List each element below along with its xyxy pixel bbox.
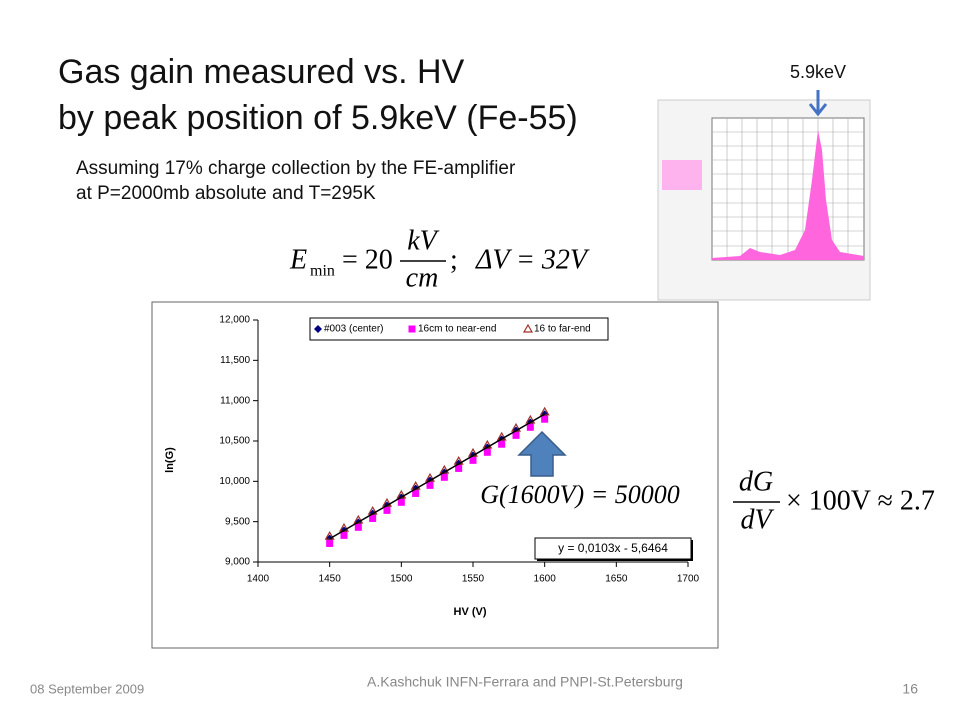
footer-date: 08 September 2009 — [30, 681, 144, 696]
arrow — [808, 90, 828, 117]
point — [469, 456, 477, 464]
legend-label: #003 (center) — [324, 324, 383, 335]
point — [483, 448, 491, 456]
x-tick-label: 1700 — [677, 574, 700, 585]
point — [541, 415, 549, 423]
y-tick-label: 12,000 — [219, 315, 250, 326]
point — [426, 481, 434, 489]
scope-label: 5.9keV — [790, 62, 846, 82]
trendline-label: y = 0,0103x - 5,6464 — [558, 541, 668, 555]
legend-label: 16 to far-end — [534, 324, 591, 335]
footer-author: A.Kashchuk INFN-Ferrara and PNPI-St.Pete… — [367, 674, 683, 690]
y-tick-label: 10,000 — [219, 476, 250, 487]
x-axis-label: HV (V) — [454, 606, 487, 618]
formula: G(1600V) = 50000 — [480, 480, 680, 509]
title: by peak position of 5.9keV (Fe-55) — [58, 99, 578, 137]
point — [496, 431, 507, 441]
x-tick-label: 1600 — [534, 574, 557, 585]
plot: 9,000 9,500 10,000 10,500 11,000 11,500 12,000… — [219, 315, 699, 585]
formula: dG dV × 100V ≈ 2.7 — [733, 466, 935, 535]
y-tick-label: 10,500 — [219, 436, 250, 447]
point — [522, 323, 534, 333]
point — [324, 530, 335, 540]
point — [512, 431, 520, 439]
chart-frame — [151, 301, 719, 649]
scope-readout — [662, 160, 702, 190]
note: at P=2000mb absolute and T=295K — [76, 183, 376, 204]
x-tick-label: 1500 — [390, 574, 413, 585]
scope-spectrum — [712, 130, 864, 260]
formula-part: dV — [740, 504, 774, 535]
title: Gas gain measured vs. HV — [58, 53, 465, 91]
x-tick-label: 1400 — [247, 574, 270, 585]
x-tick-label: 1650 — [605, 574, 628, 585]
formula-part: = 20 — [342, 244, 393, 275]
point — [353, 514, 364, 524]
formula-part: min — [310, 263, 335, 280]
x-tick-label: 1550 — [462, 574, 485, 585]
legend — [309, 317, 609, 341]
y-tick-label: 9,500 — [225, 516, 250, 527]
point — [412, 489, 420, 497]
point — [539, 406, 550, 416]
page-number: 16 — [902, 681, 918, 697]
point — [397, 498, 405, 506]
trendline — [329, 413, 546, 540]
legend-label: 16cm to near-end — [418, 324, 496, 335]
x-tick-label: 1450 — [319, 574, 342, 585]
point — [326, 539, 334, 547]
formula-part: E — [289, 244, 307, 275]
point — [354, 523, 362, 531]
formula-part: × 100V ≈ 2.7 — [786, 485, 935, 516]
y-tick-label: 9,000 — [225, 557, 250, 568]
formula-part: dG — [739, 466, 773, 497]
formula-part: kV — [407, 225, 439, 256]
arrow — [517, 430, 567, 477]
point — [396, 489, 407, 499]
point — [340, 531, 348, 539]
point — [526, 423, 534, 431]
point — [455, 464, 463, 472]
point — [314, 325, 322, 333]
y-tick-label: 11,500 — [220, 355, 250, 366]
formula-part: ΔV = 32V — [475, 244, 590, 275]
point — [440, 473, 448, 481]
point — [383, 506, 391, 514]
scope-image: 5.9keV — [657, 62, 871, 301]
y-tick-label: 11,000 — [220, 395, 250, 406]
note: Assuming 17% charge collection by the FE… — [76, 158, 516, 179]
point — [369, 514, 377, 522]
formula-part: cm — [406, 262, 439, 293]
formula: E min = 20 kV cm ; ΔV = 32V — [289, 225, 590, 293]
trendline-label-box — [534, 537, 692, 560]
y-axis-label: ln(G) — [164, 447, 176, 473]
point — [408, 325, 416, 333]
formula-part: ; — [450, 244, 458, 275]
point — [498, 440, 506, 448]
